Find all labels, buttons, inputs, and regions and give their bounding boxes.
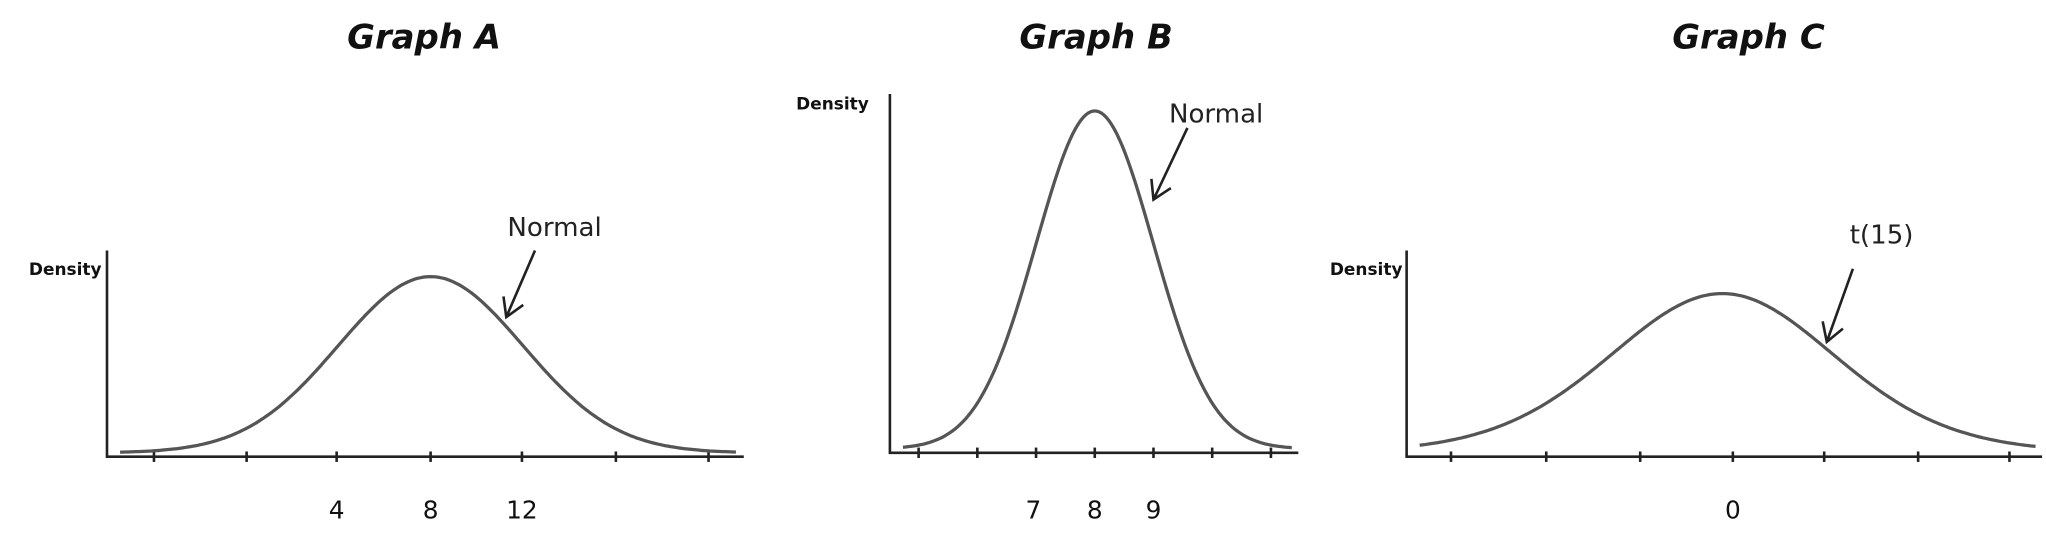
annotation-arrow [502, 250, 537, 320]
graph-title: Graph B [1019, 18, 1173, 57]
annotation: Normal [507, 213, 601, 243]
tick-label: 0 [1725, 496, 1741, 525]
tick-label: 8 [1087, 496, 1103, 525]
density-curve [120, 275, 736, 454]
axes [1405, 250, 2043, 459]
tick-label: 8 [423, 496, 439, 525]
tick-label: 4 [329, 496, 345, 525]
y-axis-label: Density [796, 93, 869, 113]
annotation-arrow [1150, 127, 1189, 202]
tick-label: 9 [1146, 496, 1162, 525]
y-axis-label: Density [1330, 259, 1403, 279]
annotation-arrow [1821, 268, 1855, 345]
axes [888, 93, 1299, 455]
density-curve [1419, 291, 2036, 449]
graph-title: Graph C [1672, 18, 1825, 57]
graph-title: Graph A [347, 18, 501, 57]
annotation: t(15) [1850, 221, 1914, 251]
tick-label: 7 [1026, 496, 1042, 525]
axes [105, 250, 744, 459]
tick-label: 12 [506, 496, 538, 525]
annotation: Normal [1169, 99, 1263, 129]
density-curve [902, 109, 1292, 450]
y-axis-label: Density [29, 259, 102, 279]
